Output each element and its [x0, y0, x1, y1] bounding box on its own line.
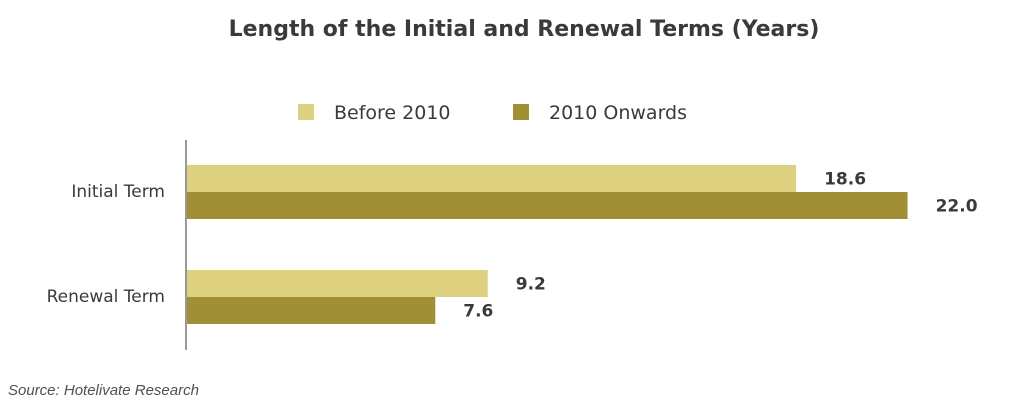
legend-label-1: Before 2010: [334, 102, 451, 124]
value-labels: 18.6 22.0 9.2 7.6: [463, 170, 977, 322]
value-label-1-1: 18.6: [824, 170, 866, 190]
category-label-1: Initial Term: [71, 182, 165, 202]
bar-1-1: [186, 165, 797, 192]
bar-chart: Length of the Initial and Renewal Terms …: [47, 17, 978, 350]
value-label-1-2: 22.0: [936, 197, 978, 217]
bar-2-1: [186, 270, 488, 297]
legend: Before 2010 2010 Onwards: [298, 102, 687, 124]
bar-2-2: [186, 297, 436, 324]
legend-swatch-1: [298, 104, 314, 120]
value-label-2-1: 9.2: [516, 275, 546, 295]
legend-label-2: 2010 Onwards: [549, 102, 687, 124]
bar-1-2: [186, 192, 908, 219]
category-label-2: Renewal Term: [47, 287, 165, 307]
legend-swatch-2: [513, 104, 529, 120]
value-label-2-2: 7.6: [463, 302, 493, 322]
chart-title: Length of the Initial and Renewal Terms …: [229, 17, 820, 42]
source-note: Source: Hotelivate Research: [8, 382, 199, 399]
bars: [186, 165, 908, 324]
category-labels: Initial Term Renewal Term: [47, 182, 165, 307]
